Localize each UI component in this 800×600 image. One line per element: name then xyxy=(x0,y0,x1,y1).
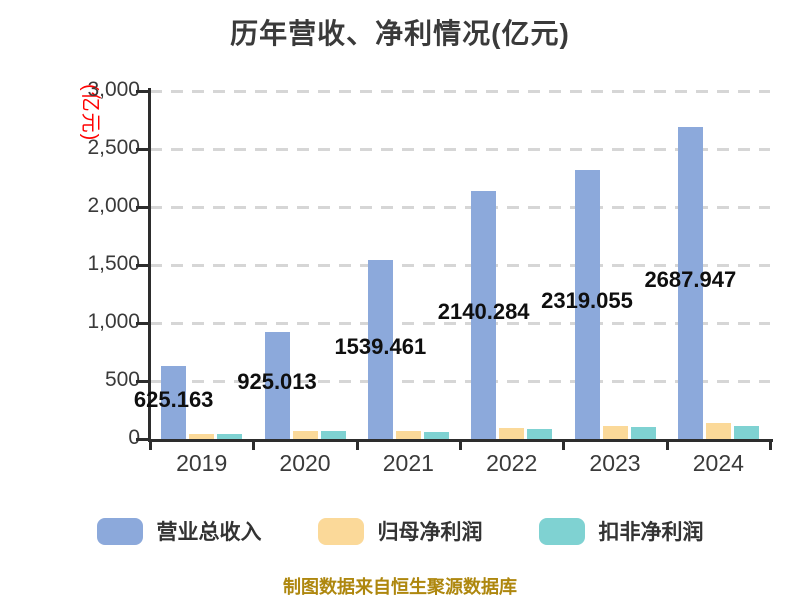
y-axis-tick-label: 3,000 xyxy=(87,78,140,101)
y-axis-tick-label: 500 xyxy=(104,368,140,391)
chart-title: 历年营收、净利情况(亿元) xyxy=(230,18,570,49)
y-axis-tick-label: 1,000 xyxy=(87,310,140,333)
y-axis-unit-label: (亿元) xyxy=(79,84,101,142)
x-axis-tick-label: 2021 xyxy=(382,450,434,476)
bar-net-profit-attributable-2022 xyxy=(499,428,525,439)
y-axis-tick xyxy=(136,438,150,441)
y-axis-tick xyxy=(136,264,150,267)
data-label: 625.163 xyxy=(133,386,214,412)
y-axis-tick-label: 1,500 xyxy=(87,252,140,275)
x-axis-tick-label: 2022 xyxy=(486,450,538,476)
data-label: 2140.284 xyxy=(437,298,530,324)
bar-net-profit-deducted-2021 xyxy=(423,432,449,439)
x-axis-tick-label: 2023 xyxy=(589,450,641,476)
gridline xyxy=(150,322,770,325)
gridline xyxy=(150,264,770,267)
legend-item-net-profit-deducted: 扣非净利润 xyxy=(538,516,704,546)
y-axis-tick xyxy=(136,90,150,93)
legend-item-total-revenue: 营业总收入 xyxy=(96,516,262,546)
bar-total-revenue-2021 xyxy=(367,260,393,439)
y-axis-tick xyxy=(136,322,150,325)
x-axis-line xyxy=(148,439,773,442)
bar-net-profit-attributable-2023 xyxy=(602,426,628,439)
legend-swatch-net-profit-attributable xyxy=(317,517,364,545)
gridline xyxy=(150,148,770,151)
x-axis-tick xyxy=(149,441,152,450)
y-axis-tick xyxy=(136,380,150,383)
legend-swatch-net-profit-deducted xyxy=(538,517,585,545)
legend-swatch-total-revenue xyxy=(96,517,143,545)
data-label: 925.013 xyxy=(237,369,317,395)
bar-net-profit-deducted-2024 xyxy=(733,425,759,439)
gridline xyxy=(150,206,770,209)
gridline xyxy=(150,90,770,93)
bar-net-profit-deducted-2020 xyxy=(320,431,346,439)
x-axis-tick xyxy=(355,441,359,450)
bar-total-revenue-2022 xyxy=(471,190,497,439)
x-axis-tick-label: 2019 xyxy=(176,450,228,476)
bar-net-profit-attributable-2024 xyxy=(705,423,731,439)
y-axis-line xyxy=(148,88,151,442)
bar-net-profit-deducted-2023 xyxy=(630,427,656,439)
bar-net-profit-attributable-2020 xyxy=(292,430,318,439)
x-axis-tick-label: 2024 xyxy=(692,450,744,476)
legend: 营业总收入 归母净利润 扣非净利润 xyxy=(0,516,800,546)
y-axis-tick xyxy=(136,206,150,209)
x-axis-tick xyxy=(769,441,772,450)
y-axis-tick xyxy=(136,148,150,151)
x-axis-tick xyxy=(252,441,256,450)
legend-label: 扣非净利润 xyxy=(598,521,704,544)
bar-net-profit-attributable-2021 xyxy=(395,430,421,439)
y-axis-tick-label: 2,500 xyxy=(87,136,140,159)
data-label: 2319.055 xyxy=(541,288,633,314)
bar-total-revenue-2024 xyxy=(677,127,703,439)
legend-item-net-profit-attributable: 归母净利润 xyxy=(317,516,483,546)
bar-net-profit-deducted-2019 xyxy=(217,434,243,439)
legend-label: 归母净利润 xyxy=(377,521,483,544)
bar-total-revenue-2020 xyxy=(264,331,290,439)
data-source-note: 制图数据来自恒生聚源数据库 xyxy=(283,577,517,597)
x-axis-tick xyxy=(665,441,669,450)
y-axis-tick-label: 0 xyxy=(128,426,140,449)
bar-total-revenue-2019 xyxy=(161,366,187,439)
y-axis-tick-label: 2,000 xyxy=(87,194,140,217)
bar-net-profit-attributable-2019 xyxy=(189,433,215,439)
data-label: 2687.947 xyxy=(644,267,737,293)
x-axis-tick-label: 2020 xyxy=(279,450,331,476)
x-axis-tick xyxy=(459,441,462,450)
gridline xyxy=(150,380,770,383)
legend-label: 营业总收入 xyxy=(156,521,262,544)
bar-total-revenue-2023 xyxy=(574,169,600,439)
data-label: 1539.461 xyxy=(334,333,427,359)
x-axis-tick xyxy=(562,441,566,450)
bar-net-profit-deducted-2022 xyxy=(527,428,553,439)
